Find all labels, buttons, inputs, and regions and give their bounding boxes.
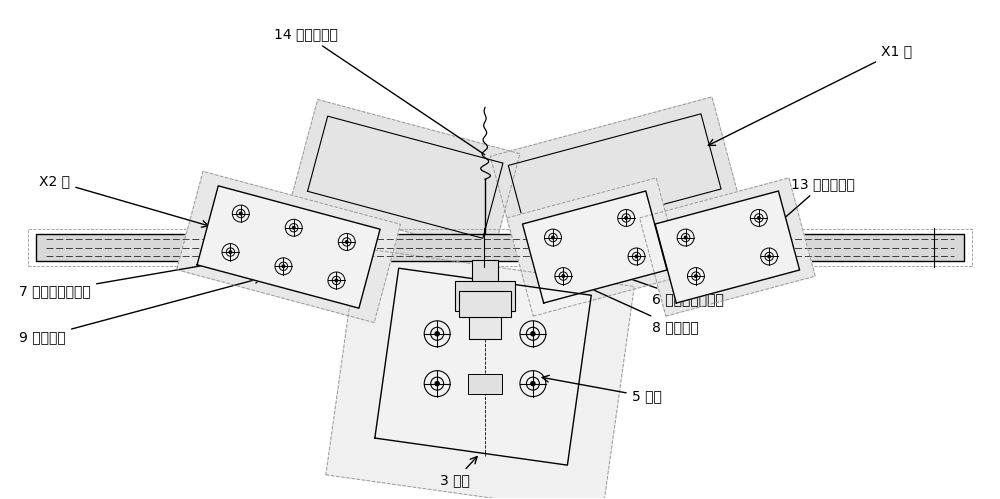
Bar	[455, 281, 515, 311]
Bar	[468, 374, 502, 394]
Text: 5 水套: 5 水套	[542, 375, 662, 404]
Polygon shape	[326, 248, 634, 499]
Circle shape	[531, 331, 535, 336]
Bar	[36, 234, 964, 261]
Circle shape	[551, 236, 554, 239]
Bar	[459, 291, 511, 317]
Circle shape	[531, 381, 535, 386]
Circle shape	[239, 212, 242, 215]
Circle shape	[625, 217, 628, 220]
Circle shape	[229, 250, 232, 253]
Polygon shape	[507, 178, 683, 316]
Text: 14 压力传感器: 14 压力传感器	[274, 27, 485, 155]
Polygon shape	[490, 97, 739, 257]
Circle shape	[694, 274, 697, 277]
Circle shape	[435, 381, 439, 386]
Circle shape	[282, 265, 285, 268]
Polygon shape	[177, 172, 400, 322]
Text: 7 叶背阴极安装座: 7 叶背阴极安装座	[19, 255, 248, 298]
Circle shape	[435, 331, 439, 336]
Polygon shape	[375, 268, 591, 465]
Bar	[472, 260, 498, 283]
Polygon shape	[640, 178, 815, 316]
Circle shape	[562, 274, 565, 277]
Polygon shape	[291, 99, 520, 255]
Polygon shape	[655, 191, 800, 303]
Text: X1 轴: X1 轴	[708, 44, 912, 145]
Circle shape	[757, 217, 760, 220]
Polygon shape	[197, 186, 380, 308]
Polygon shape	[523, 191, 667, 303]
Text: 6 叶盆阴极安装座: 6 叶盆阴极安装座	[592, 264, 723, 306]
Circle shape	[335, 279, 338, 282]
Circle shape	[684, 236, 687, 239]
Text: 8 叶盆阴极: 8 叶盆阴极	[569, 278, 698, 334]
Bar	[469, 309, 501, 339]
Circle shape	[345, 241, 348, 244]
Circle shape	[292, 226, 295, 229]
Text: 9 叶背阴极: 9 叶背阴极	[19, 276, 261, 344]
Text: 3 底座: 3 底座	[440, 457, 477, 488]
Circle shape	[768, 255, 771, 258]
Circle shape	[635, 255, 638, 258]
Text: 13 闭式整流器: 13 闭式整流器	[755, 177, 855, 244]
Text: X2 轴: X2 轴	[39, 174, 209, 227]
